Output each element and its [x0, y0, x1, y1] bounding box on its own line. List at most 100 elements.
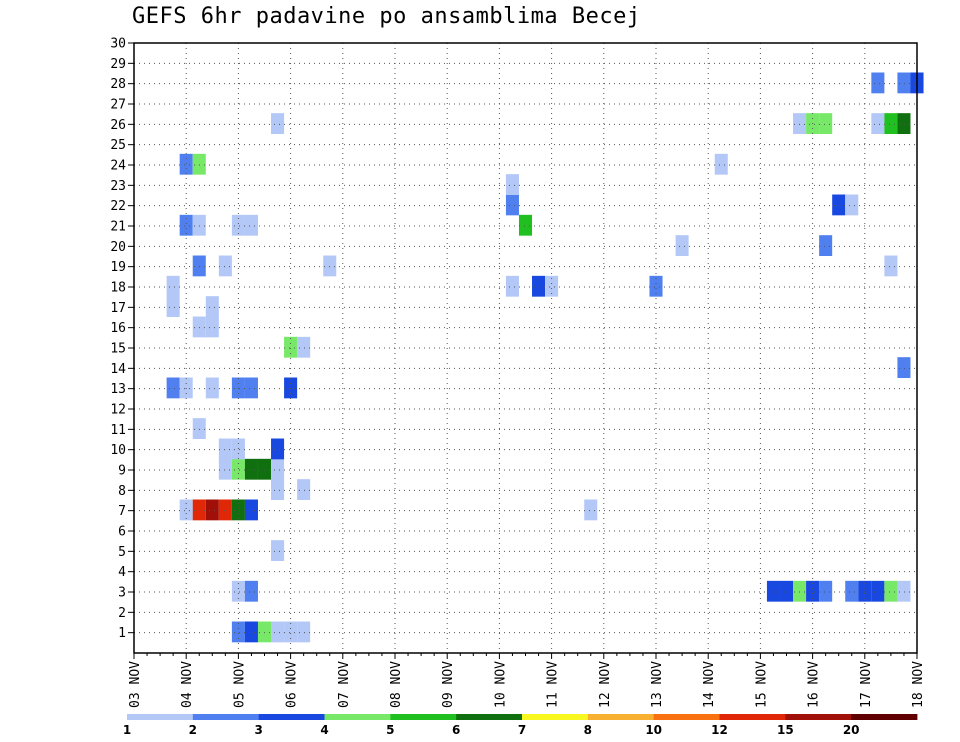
- precip-cell: [192, 214, 206, 236]
- precip-cell: [806, 580, 820, 602]
- precip-cell: [897, 113, 911, 134]
- legend-swatch: [785, 714, 852, 720]
- precip-cell: [231, 499, 245, 521]
- precip-cell: [858, 580, 872, 602]
- precip-cell: [166, 275, 180, 297]
- y-tick-label: 5: [118, 545, 126, 560]
- x-tick-label: 03 NOV: [128, 661, 143, 708]
- x-tick-label: 12 NOV: [598, 661, 613, 708]
- x-tick-label: 14 NOV: [702, 661, 717, 708]
- precip-cell: [505, 174, 519, 195]
- precip-cell: [244, 621, 258, 643]
- legend-swatch: [324, 714, 391, 720]
- y-tick-label: 23: [110, 179, 126, 194]
- precip-cell: [218, 255, 232, 277]
- x-tick-label: 04 NOV: [180, 661, 195, 708]
- x-tick-label: 18 NOV: [911, 661, 926, 708]
- legend-label: 2: [189, 723, 197, 737]
- precip-cell: [231, 377, 245, 399]
- y-tick-label: 18: [110, 281, 126, 296]
- y-tick-label: 27: [110, 98, 126, 113]
- x-tick-label: 13 NOV: [650, 661, 665, 708]
- y-tick-label: 24: [110, 159, 126, 174]
- legend-label: 6: [452, 723, 460, 737]
- precip-cell: [231, 458, 245, 480]
- y-tick-label: 30: [110, 37, 126, 52]
- y-tick-label: 19: [110, 260, 126, 275]
- y-tick-label: 25: [110, 138, 126, 153]
- x-tick-label: 05 NOV: [232, 661, 247, 708]
- y-tick-label: 22: [110, 199, 126, 214]
- precip-cell: [166, 296, 180, 317]
- legend-swatch: [587, 714, 655, 720]
- precip-cell: [897, 357, 911, 378]
- precip-cell: [584, 499, 598, 521]
- legend-swatch: [522, 714, 589, 720]
- precip-cell: [845, 194, 859, 216]
- legend-label: 20: [843, 723, 860, 737]
- y-tick-label: 26: [110, 118, 126, 133]
- precip-cell: [897, 580, 911, 602]
- precip-cell: [205, 296, 219, 317]
- precip-cell: [714, 153, 728, 175]
- precip-cell: [779, 580, 794, 602]
- precip-cell: [179, 377, 193, 399]
- precip-cell: [271, 458, 285, 480]
- legend-swatch: [653, 714, 720, 720]
- y-tick-label: 29: [110, 57, 126, 72]
- precip-cell: [284, 336, 298, 358]
- y-tick-label: 4: [118, 565, 126, 580]
- precip-cell: [871, 580, 885, 602]
- x-tick-label: 08 NOV: [389, 661, 404, 708]
- x-tick-label: 17 NOV: [859, 661, 874, 708]
- precip-cell: [819, 235, 833, 256]
- precip-cell: [897, 72, 911, 94]
- precip-cell: [649, 275, 663, 297]
- legend-swatch: [719, 714, 786, 720]
- precip-cell: [505, 275, 519, 297]
- x-tick-label: 10 NOV: [493, 661, 508, 708]
- precip-cell: [231, 214, 245, 236]
- legend-swatch: [192, 714, 260, 720]
- precip-cell: [532, 275, 546, 297]
- y-tick-label: 13: [110, 382, 126, 397]
- y-tick-label: 2: [118, 606, 126, 621]
- precip-cell: [218, 458, 232, 480]
- y-tick-label: 8: [118, 484, 126, 499]
- chart-title: GEFS 6hr padavine po ansamblima Becej: [132, 4, 641, 29]
- y-tick-label: 15: [110, 342, 126, 357]
- precip-cell: [244, 499, 258, 521]
- y-tick-label: 28: [110, 77, 126, 92]
- precip-cell: [284, 377, 298, 399]
- y-tick-label: 17: [110, 301, 126, 316]
- precip-cell: [192, 418, 206, 439]
- precip-cell: [766, 580, 780, 602]
- precip-cell: [323, 255, 337, 277]
- legend-label: 10: [645, 723, 662, 737]
- precip-cell: [179, 499, 193, 521]
- precip-cell: [244, 580, 258, 602]
- precip-cell: [218, 438, 232, 460]
- precip-cell: [271, 540, 285, 561]
- precip-cell: [257, 458, 272, 480]
- x-tick-label: 07 NOV: [337, 661, 352, 708]
- precip-cell: [192, 153, 206, 175]
- precip-cell: [518, 214, 533, 236]
- y-tick-label: 21: [110, 220, 126, 235]
- y-tick-label: 7: [118, 504, 126, 519]
- y-tick-label: 1: [118, 626, 126, 641]
- precip-cell: [832, 194, 846, 216]
- precip-cell: [505, 194, 519, 216]
- legend-swatch: [390, 714, 457, 720]
- legend-swatch: [456, 714, 523, 720]
- precip-cell: [871, 72, 885, 94]
- y-tick-label: 11: [110, 423, 126, 438]
- precip-cell: [271, 479, 285, 500]
- precip-cell: [884, 255, 898, 277]
- precip-cell: [819, 580, 833, 602]
- legend-label: 1: [123, 723, 131, 737]
- precip-cell: [179, 153, 193, 175]
- precip-cell: [675, 235, 689, 256]
- precip-cell: [218, 499, 232, 521]
